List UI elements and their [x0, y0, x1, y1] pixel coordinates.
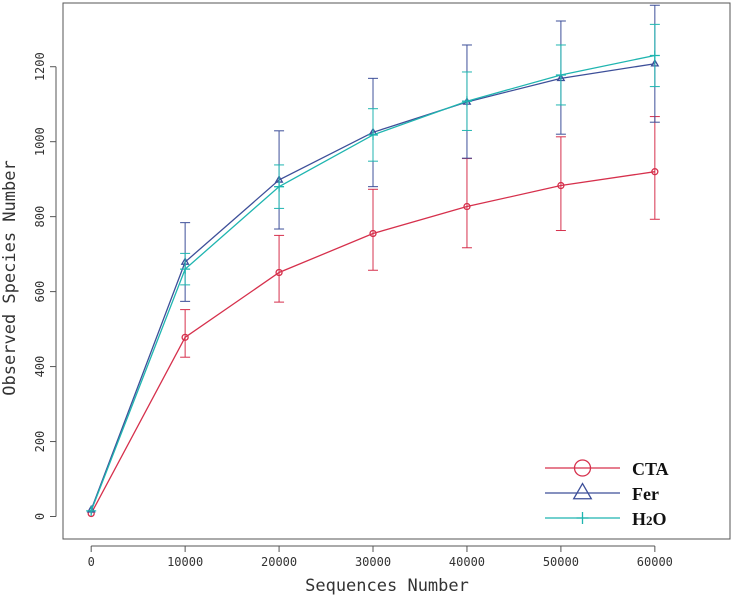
y-axis: 0 200 400 600 800 1000 1200 [33, 52, 57, 520]
y-tick-label: 1200 [33, 52, 47, 81]
data-point-h2o [368, 129, 379, 140]
x-axis: 0 10000 20000 30000 40000 50000 60000 [88, 545, 673, 569]
y-tick-label: 400 [33, 356, 47, 378]
legend-marker-fer [572, 482, 593, 500]
x-tick-label: 0 [88, 555, 95, 569]
data-point-cta [557, 181, 565, 190]
data-point-h2o [555, 69, 566, 80]
x-tick-label: 10000 [167, 555, 203, 569]
legend-item-fer: Fer [545, 482, 659, 504]
legend-label-fer: Fer [632, 484, 659, 504]
legend-item-h2o: H2O [545, 509, 667, 529]
x-tick-label: 20000 [261, 555, 297, 569]
legend-marker-h2o [576, 512, 589, 524]
series-cta [87, 116, 660, 518]
y-tick-label: 1000 [33, 127, 47, 156]
y-tick-label: 800 [33, 206, 47, 228]
legend-label-cta: CTA [632, 459, 669, 479]
legend-item-cta: CTA [545, 459, 669, 479]
y-tick-label: 0 [33, 513, 47, 520]
x-tick-label: 40000 [449, 555, 485, 569]
data-point-cta [181, 333, 189, 341]
data-point-h2o [86, 505, 97, 516]
data-point-cta [463, 202, 471, 211]
data-point-h2o [274, 181, 285, 192]
series-h2o [86, 23, 660, 516]
data-point-h2o [649, 50, 660, 61]
legend-label-h2o: H2O [632, 509, 667, 529]
series-line-cta [90, 171, 655, 514]
y-tick-label: 600 [33, 281, 47, 303]
y-tick-label: 200 [33, 431, 47, 453]
y-axis-title: Observed Species Number [0, 160, 20, 395]
legend-marker-cta [573, 459, 592, 477]
x-tick-label: 50000 [543, 555, 579, 569]
data-point-h2o [461, 96, 472, 107]
data-point-cta [651, 168, 659, 176]
data-point-cta [369, 229, 377, 238]
x-axis-title: Sequences Number [305, 576, 469, 595]
plot-frame [62, 2, 731, 540]
series-fer [86, 4, 660, 513]
series-layer [86, 4, 660, 518]
data-point-cta [275, 268, 283, 277]
x-tick-label: 30000 [355, 555, 391, 569]
x-tick-label: 60000 [637, 555, 673, 569]
legend: CTA Fer H2O [545, 459, 669, 529]
data-point-h2o [180, 264, 191, 275]
